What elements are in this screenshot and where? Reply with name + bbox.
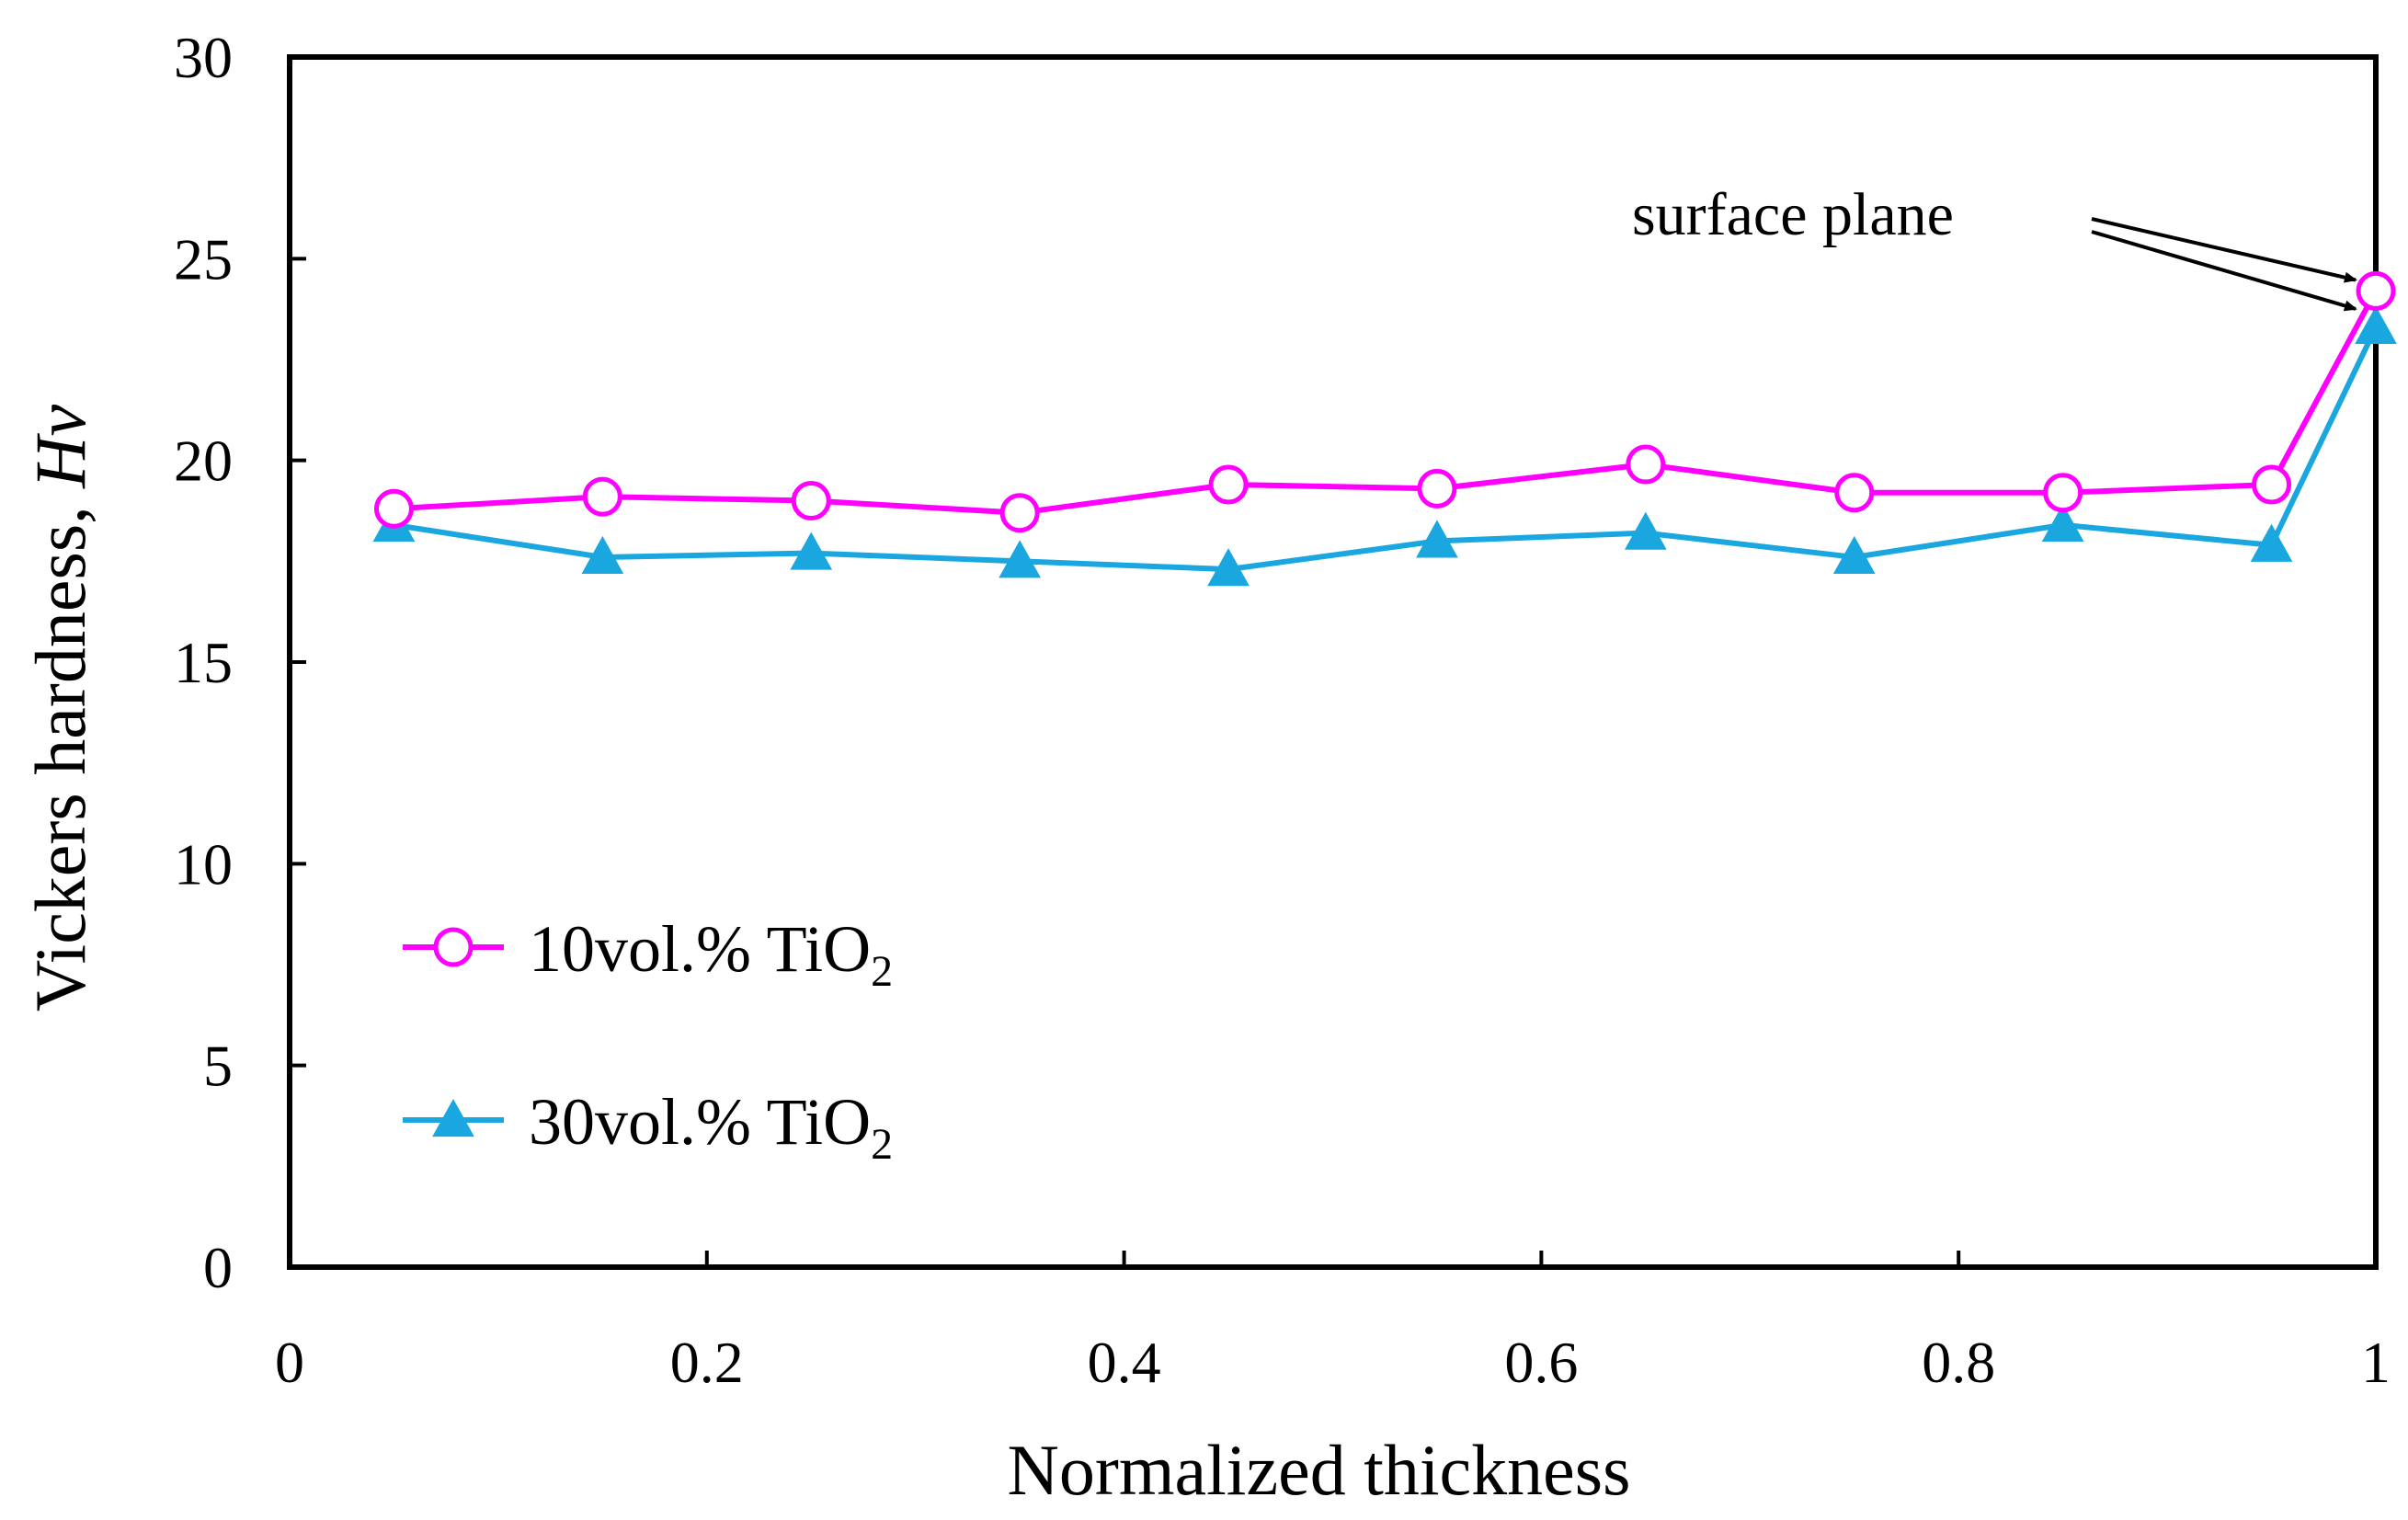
x-tick-label: 0.8 [1922, 1330, 1995, 1395]
y-axis-title-symbol: Hv [20, 404, 100, 488]
series-2-point [999, 540, 1041, 578]
legend-marker-1 [433, 927, 474, 967]
annotation-surface-plane: surface plane [1632, 181, 1954, 248]
y-tick-label: 0 [203, 1235, 233, 1300]
x-axis-title: Normalized thickness [1008, 1430, 1631, 1510]
series-1 [373, 270, 2396, 533]
series-1-point [791, 481, 831, 521]
legend-label-text: 30vol.% TiO [529, 1085, 871, 1159]
series-1-point [1208, 464, 1249, 505]
series-2 [372, 305, 2397, 587]
legend-label-1: 10vol.% TiO2 [529, 912, 893, 996]
x-tick-label: 0.6 [1504, 1330, 1578, 1395]
series-1-point [582, 476, 622, 517]
series-1-point [1417, 468, 1457, 509]
series-2-point [1207, 548, 1250, 587]
series-2-point [2041, 503, 2084, 542]
series-2-point [1832, 535, 1876, 575]
x-tick-label: 0.2 [670, 1330, 744, 1395]
y-tick-label: 5 [203, 1034, 233, 1099]
y-axis-title-text: Vickers hardness, [20, 488, 100, 1011]
series-2-point [790, 531, 833, 570]
y-tick-label: 10 [174, 831, 233, 897]
legend-label-subscript: 2 [871, 947, 893, 996]
y-tick-label: 30 [174, 25, 233, 90]
y-tick-label: 15 [174, 630, 233, 695]
series-1-point [2356, 270, 2396, 311]
series-1-line [394, 290, 2379, 516]
legend-marker-2 [432, 1098, 474, 1137]
y-axis-title: Vickers hardness, Hv [20, 404, 100, 1011]
x-tick-label: 0.4 [1088, 1330, 1161, 1395]
annotation-layer: surface plane [1632, 181, 2357, 312]
legend-label-2: 30vol.% TiO2 [529, 1085, 893, 1169]
series-2-point [2355, 305, 2397, 345]
series-2-point [2250, 523, 2293, 562]
axes-layer: 0 5 10 15 20 25 30 0 0.2 0.4 0.6 0.8 1 Normalized thi… [20, 25, 2391, 1510]
x-tick-label: 0 [275, 1330, 304, 1395]
annotation-arrow-2 [2091, 230, 2357, 312]
y-tick-label: 20 [174, 429, 233, 494]
y-tick-label: 25 [174, 226, 233, 291]
series-2-point [581, 535, 624, 575]
series-1-point [999, 493, 1040, 533]
series-2-point [1416, 520, 1458, 558]
x-tick-label: 1 [2361, 1330, 2391, 1395]
series-1-point [2043, 473, 2083, 513]
series-1-point [1834, 473, 1875, 513]
series-1-point [1626, 444, 1666, 485]
series-layer [372, 270, 2397, 587]
series-1-point [2252, 464, 2292, 505]
series-1-point [373, 488, 414, 529]
annotation-arrow-1 [2091, 217, 2357, 283]
legend-label-text: 10vol.% TiO [529, 912, 871, 986]
legend-label-subscript: 2 [871, 1120, 893, 1169]
series-2-point [1625, 511, 1667, 550]
